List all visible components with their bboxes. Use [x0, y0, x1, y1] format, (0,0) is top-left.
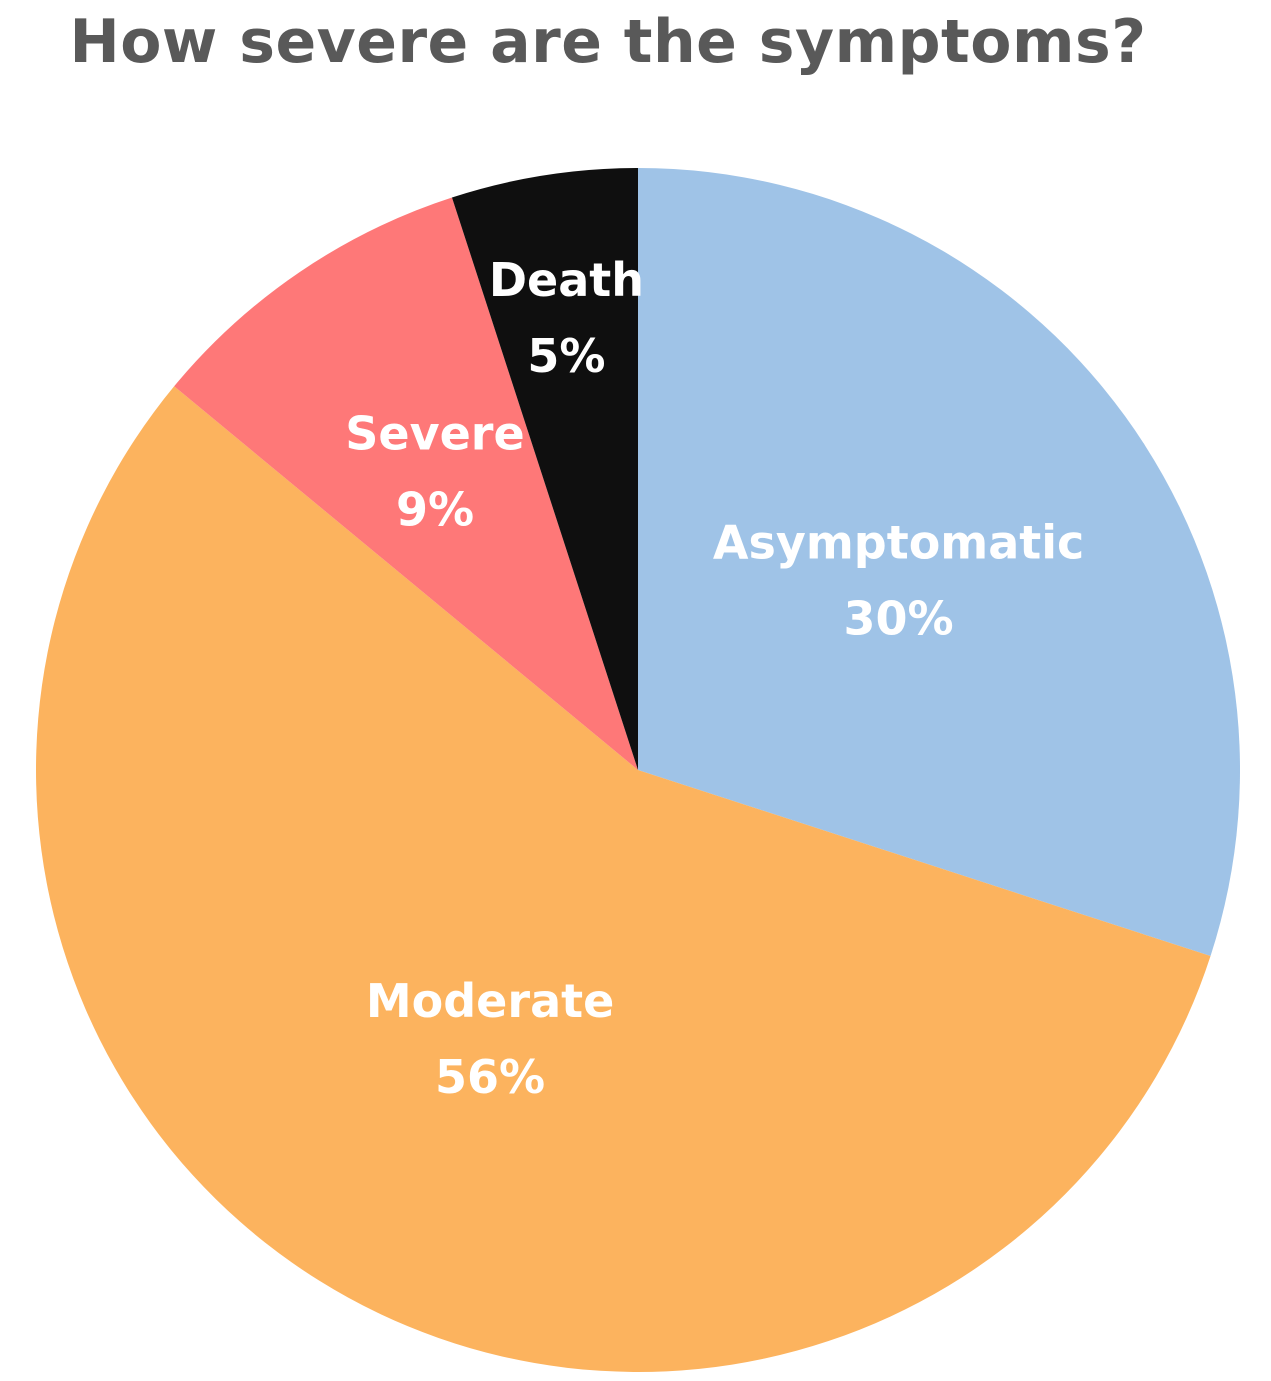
- pie-slice-severe: [174, 197, 638, 770]
- slice-label-asymptomatic: Asymptomatic: [713, 516, 1084, 570]
- pie-labels: Asymptomatic 30% Moderate 56% Severe 9% Death 5…: [345, 253, 1084, 1104]
- slice-value-death: 5%: [527, 329, 605, 383]
- slice-label-death: Death: [489, 253, 644, 307]
- slice-value-moderate: 56%: [435, 1050, 545, 1104]
- slice-label-moderate: Moderate: [366, 974, 614, 1028]
- slice-value-asymptomatic: 30%: [844, 592, 954, 646]
- chart-title: How severe are the symptoms?: [69, 7, 1147, 77]
- pie-slice-death: [451, 168, 638, 770]
- pie-slice-moderate: [36, 386, 1211, 1372]
- slice-label-severe: Severe: [345, 406, 524, 460]
- pie-slice-asymptomatic: [638, 168, 1241, 957]
- pie-slices: [36, 168, 1241, 1372]
- slice-value-severe: 9%: [396, 482, 474, 536]
